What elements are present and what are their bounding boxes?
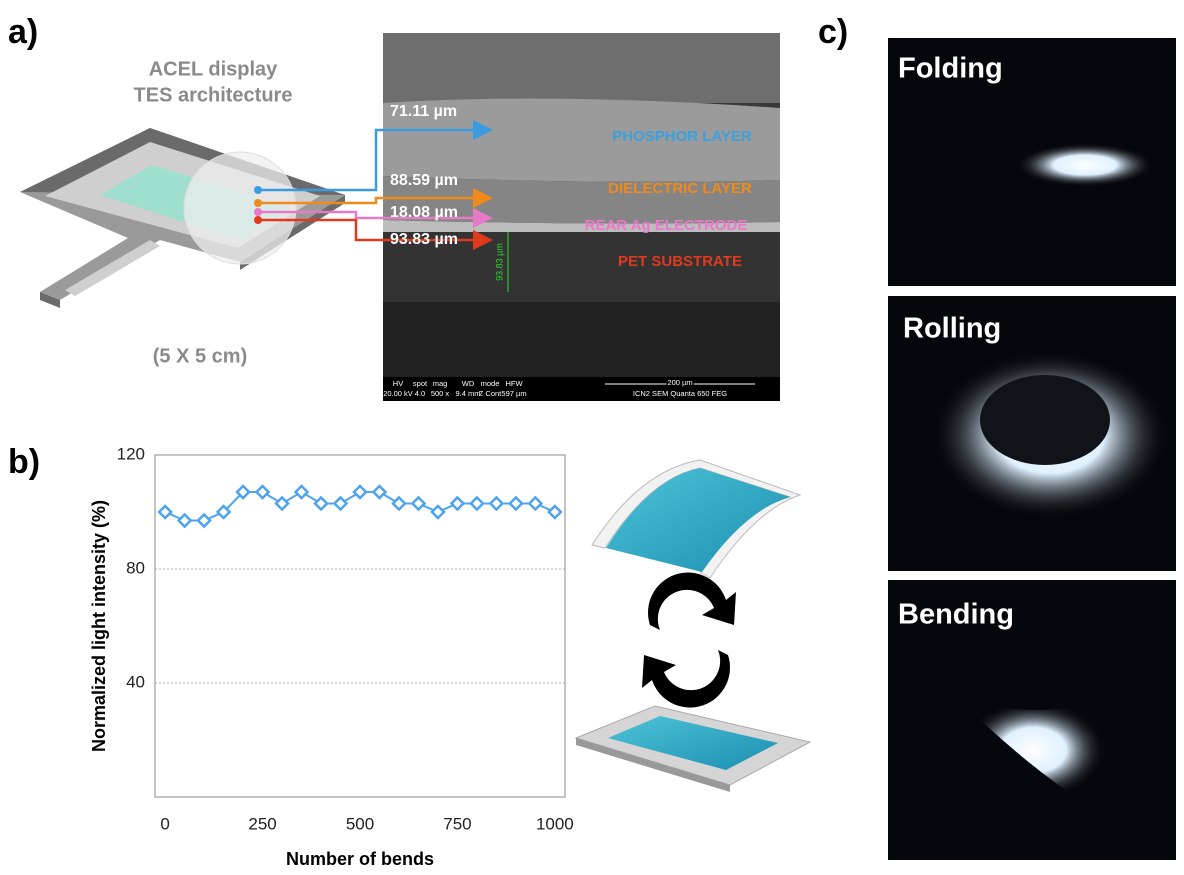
x-axis-title: Number of bends [286,849,434,869]
sem-footer-value: 9.4 mm [455,389,480,398]
x-tick-label: 250 [248,814,276,833]
layer-name: PET SUBSTRATE [618,253,742,270]
x-tick-label: 0 [160,814,169,833]
sem-footer-value: 4.0 [415,389,425,398]
sem-footer-header: HV [393,379,403,388]
page: a) b) c) ACEL display TES architecture (… [0,0,1184,875]
y-tick-label: 120 [117,444,145,463]
layer-name: DIELECTRIC LAYER [608,180,752,197]
layer-name: PHOSPHOR LAYER [612,128,752,145]
plot-area [155,455,565,797]
y-axis-title: Normalized light intensity (%) [89,500,109,752]
x-tick-label: 500 [346,814,374,833]
sem-footer-header: HFW [505,379,523,388]
panel-label: b) [8,443,40,481]
chart: 40 80 120 0 250 500 750 1000 Number of bends Norm… [89,444,574,868]
panel-label: a) [8,13,38,51]
sem-scale: 200 µm [667,378,692,387]
x-tick-label: 750 [443,814,471,833]
y-tick-label: 80 [126,558,145,577]
photo-label: Folding [898,53,1003,85]
layer-name: REAR Ag ELECTRODE [585,217,748,234]
sem-measure: 93.83 µm [494,243,504,281]
device-title: ACEL display [149,58,278,80]
y-tick-label: 40 [126,672,145,691]
sem-footer-header: spot [413,379,428,388]
sem-footer-header: mode [481,379,500,388]
device-title: TES architecture [134,84,293,106]
bend-illustration [576,460,810,792]
photo-panels [888,38,1176,860]
sem-footer-value: 20.00 kV [383,389,413,398]
sem-footer-value: 500 x [431,389,450,398]
thickness-label: 71.11 µm [390,103,457,120]
thickness-label: 88.59 µm [390,172,458,189]
sem-footer-header: WD [462,379,475,388]
sem-instrument: ICN2 SEM Quanta 650 FEG [633,389,727,398]
thickness-label: 93.83 µm [390,231,458,248]
sem-footer-header: mag [433,379,448,388]
sem-footer-value: 597 µm [501,389,526,398]
thickness-label: 18.08 µm [390,204,458,221]
device-size: (5 X 5 cm) [153,345,247,367]
sem-footer-value: Z Cont [479,389,502,398]
photo-label: Rolling [903,313,1001,345]
device-illustration [20,128,345,308]
panel-label: c) [818,13,848,51]
figure: a) b) c) ACEL display TES architecture (… [0,0,1184,875]
photo-label: Bending [898,599,1014,631]
x-tick-label: 1000 [536,814,574,833]
